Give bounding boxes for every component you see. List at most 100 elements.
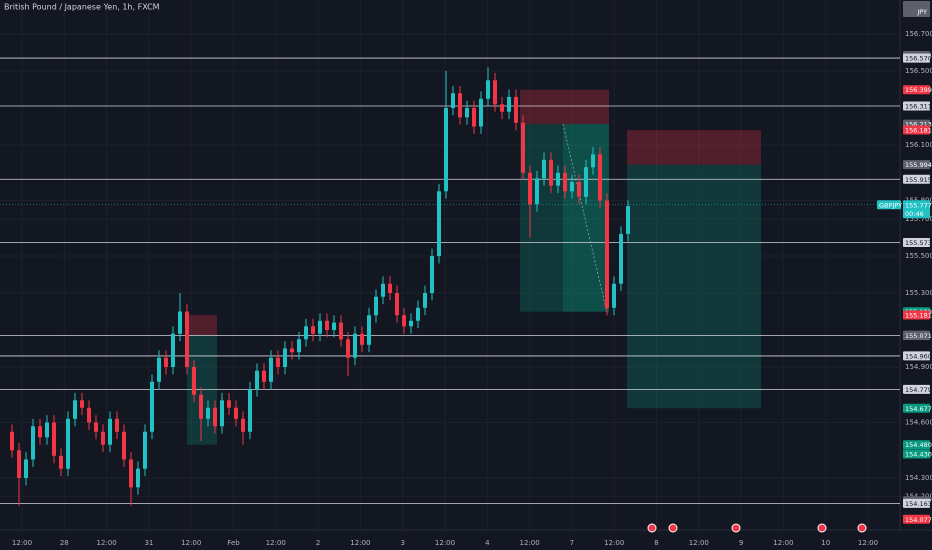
candle-body (556, 172, 560, 186)
price-tag (903, 330, 930, 340)
x-tick-label: 3 (400, 539, 404, 547)
event-marker (731, 523, 741, 533)
candle-body (87, 407, 91, 423)
price-tag-label: 155.994 (905, 161, 932, 169)
x-tick-label: 12:00 (689, 539, 709, 547)
candle-body (598, 154, 602, 201)
price-tag (903, 449, 930, 459)
candle-body (395, 293, 399, 316)
x-tick-label: 12:00 (266, 539, 286, 547)
candle-body (486, 80, 490, 99)
candle-body (101, 431, 105, 445)
y-tick-label: 154.900 (905, 363, 932, 371)
candle-body (458, 93, 462, 118)
candle-body (17, 450, 21, 479)
candle-body (437, 191, 441, 257)
x-tick-label: 28 (60, 539, 69, 547)
candle-body (577, 182, 581, 197)
x-tick-label: 12:00 (97, 539, 117, 547)
candle-body (465, 108, 469, 118)
candle-body (178, 311, 182, 334)
candle-body (241, 418, 245, 432)
candle-body (346, 339, 350, 358)
price-tag (903, 440, 930, 450)
candle-body (416, 307, 420, 321)
candle-body (507, 96, 511, 112)
y-tick-label: 154.600 (905, 419, 932, 427)
price-tag-label: 156.181 (905, 127, 932, 135)
price-tag (903, 384, 930, 394)
x-tick-label: 12:00 (350, 539, 370, 547)
candle-body (24, 459, 28, 479)
candle-body (94, 422, 98, 432)
x-tick-label: 12:00 (181, 539, 201, 547)
candle-body (451, 93, 455, 109)
candle-body (31, 426, 35, 460)
candle-body (612, 283, 616, 308)
trend-dashed-line (562, 123, 608, 314)
candle-body (619, 233, 623, 284)
candle-body (234, 407, 238, 419)
candle-body (388, 283, 392, 294)
candle-body (185, 311, 189, 368)
x-tick-label: 9 (739, 539, 743, 547)
y-tick-label: 156.100 (905, 141, 932, 149)
candle-body (304, 326, 308, 340)
candle-body (381, 283, 385, 297)
y-tick-label: 154.300 (905, 474, 932, 482)
candle-body (311, 326, 315, 334)
candle-body (423, 293, 427, 308)
price-tag-label: 154.960 (905, 352, 932, 360)
candle-body (206, 407, 210, 419)
chart-title: British Pound / Japanese Yen, 1h, FXCM (4, 3, 160, 12)
price-tag-label: 156.570 (905, 55, 932, 63)
candle-body (129, 459, 133, 488)
currency-label: JPY (916, 8, 927, 16)
price-tag-label: 155.573 (905, 239, 932, 247)
price-tag-label: 156.311 (905, 102, 932, 110)
candle-body (227, 400, 231, 408)
candle-body (122, 431, 126, 460)
price-tag-label: 154.077 (905, 516, 932, 524)
candle-body (605, 200, 609, 308)
candle-body (283, 348, 287, 368)
candle-body (269, 357, 273, 382)
event-marker (817, 523, 827, 533)
candle-body (584, 167, 588, 197)
symbol-tag-label: GBPJPY (879, 201, 902, 209)
candle-body (514, 96, 518, 123)
event-marker (857, 523, 867, 533)
x-tick-label: 8 (654, 539, 658, 547)
candle-body (521, 122, 525, 173)
candle-body (150, 381, 154, 432)
candle-body (367, 315, 371, 345)
y-tick-label: 155.500 (905, 252, 932, 260)
candle-body (52, 422, 56, 456)
x-tick-label: 4 (485, 539, 490, 547)
candle-body (38, 426, 42, 438)
candle-body (318, 320, 322, 334)
price-tag (903, 85, 930, 95)
price-tag-label: 155.071 (905, 332, 932, 340)
target-zone (187, 335, 217, 445)
candle-body (430, 256, 434, 294)
candle-body (626, 206, 630, 234)
candle-body (493, 80, 497, 105)
y-tick-label: 155.300 (905, 289, 932, 297)
candle-body (80, 400, 84, 408)
price-tag-label: 154.480 (905, 441, 932, 449)
candle-body (45, 422, 49, 438)
y-tick-label: 155.700 (905, 215, 932, 223)
target-zone (627, 164, 761, 409)
candle-body (108, 418, 112, 445)
candle-body (157, 357, 161, 382)
candle-body (290, 348, 294, 353)
candle-body (549, 159, 553, 186)
price-tag (903, 403, 930, 413)
price-tag (903, 238, 930, 248)
candle-body (213, 407, 217, 427)
x-tick-label: 12:00 (520, 539, 540, 547)
